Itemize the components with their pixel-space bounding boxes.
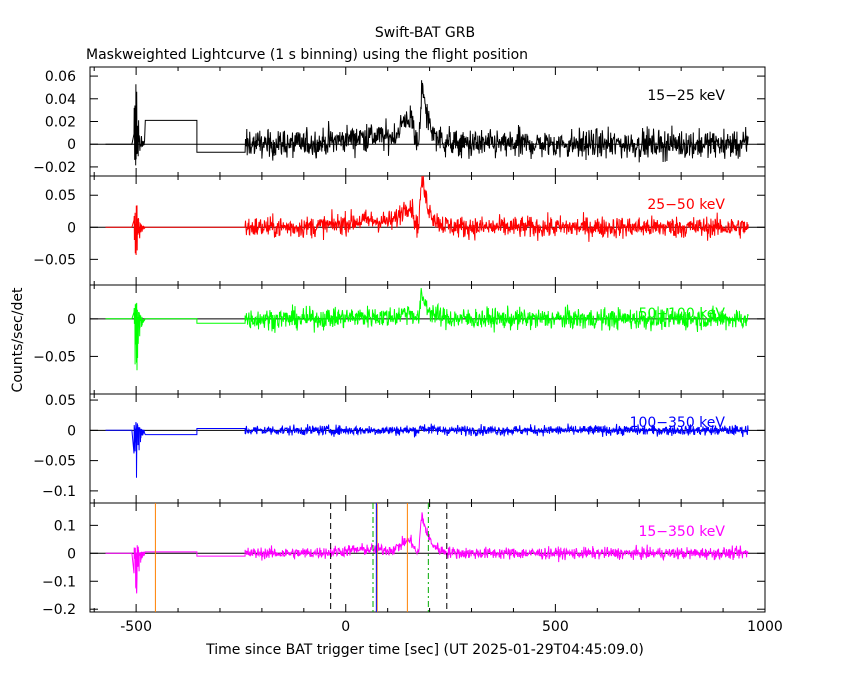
lightcurve-series	[105, 422, 749, 478]
energy-band-label: 15−25 keV	[647, 88, 725, 104]
y-axis-label: Counts/sec/det	[10, 287, 26, 392]
x-tick-label: -500	[120, 619, 152, 635]
panel-frame	[89, 393, 766, 504]
y-tick-label: 0.1	[54, 518, 76, 534]
panel-15-350: −0.2 −0.1 0 0.1 15−350 keV	[42, 502, 766, 618]
y-tick-label: 0	[67, 220, 76, 236]
panel-25-50: −0.05 0 0.05 25−50 keV	[33, 175, 766, 286]
energy-band-label: 25−50 keV	[647, 197, 725, 213]
y-tick-label: 0.04	[45, 92, 76, 108]
y-tick-label: −0.2	[42, 602, 76, 618]
y-tick-label: −0.1	[42, 484, 76, 500]
x-tick-label: 0	[341, 619, 350, 635]
y-tick-label: 0	[67, 423, 76, 439]
panels-group: −0.02 0 0.02 0.04 0.06 15−25 keV −0.05 0 0.05 25−…	[33, 66, 783, 635]
energy-band-label: 50−100 keV	[638, 306, 725, 322]
panel-frame	[89, 502, 766, 613]
x-tick-label: 500	[542, 619, 569, 635]
y-tick-label: 0	[67, 312, 76, 328]
y-tick-label: −0.05	[33, 252, 76, 268]
y-tick-label: 0.05	[45, 188, 76, 204]
panel-frame	[89, 284, 766, 395]
x-axis-label: Time since BAT trigger time [sec] (UT 20…	[205, 642, 644, 658]
y-tick-label: 0.06	[45, 69, 76, 85]
y-tick-label: −0.05	[33, 454, 76, 470]
chart-subtitle: Maskweighted Lightcurve (1 s binning) us…	[86, 47, 528, 63]
y-tick-label: 0	[67, 137, 76, 153]
y-tick-label: −0.02	[33, 160, 76, 176]
chart-title: Swift-BAT GRB	[375, 25, 475, 41]
y-tick-label: 0	[67, 546, 76, 562]
panel-frame	[89, 66, 766, 177]
y-tick-label: −0.05	[33, 349, 76, 365]
y-tick-label: −0.1	[42, 574, 76, 590]
panel-15-25: −0.02 0 0.02 0.04 0.06 15−25 keV	[33, 66, 766, 177]
panel-100-350: −0.1 −0.05 0 0.05 100−350 keV	[33, 393, 766, 504]
energy-band-label: 15−350 keV	[638, 524, 725, 540]
lightcurve-series	[105, 287, 749, 371]
lightcurve-series	[105, 80, 749, 166]
x-tick-label: 1000	[747, 619, 783, 635]
energy-band-label: 100−350 keV	[630, 415, 726, 431]
panel-50-100: −0.05 0 50−100 keV	[33, 284, 766, 395]
lightcurve-series	[105, 512, 749, 594]
y-tick-label: 0.05	[45, 393, 76, 409]
lightcurve-series	[105, 175, 749, 256]
y-tick-label: 0.02	[45, 115, 76, 131]
